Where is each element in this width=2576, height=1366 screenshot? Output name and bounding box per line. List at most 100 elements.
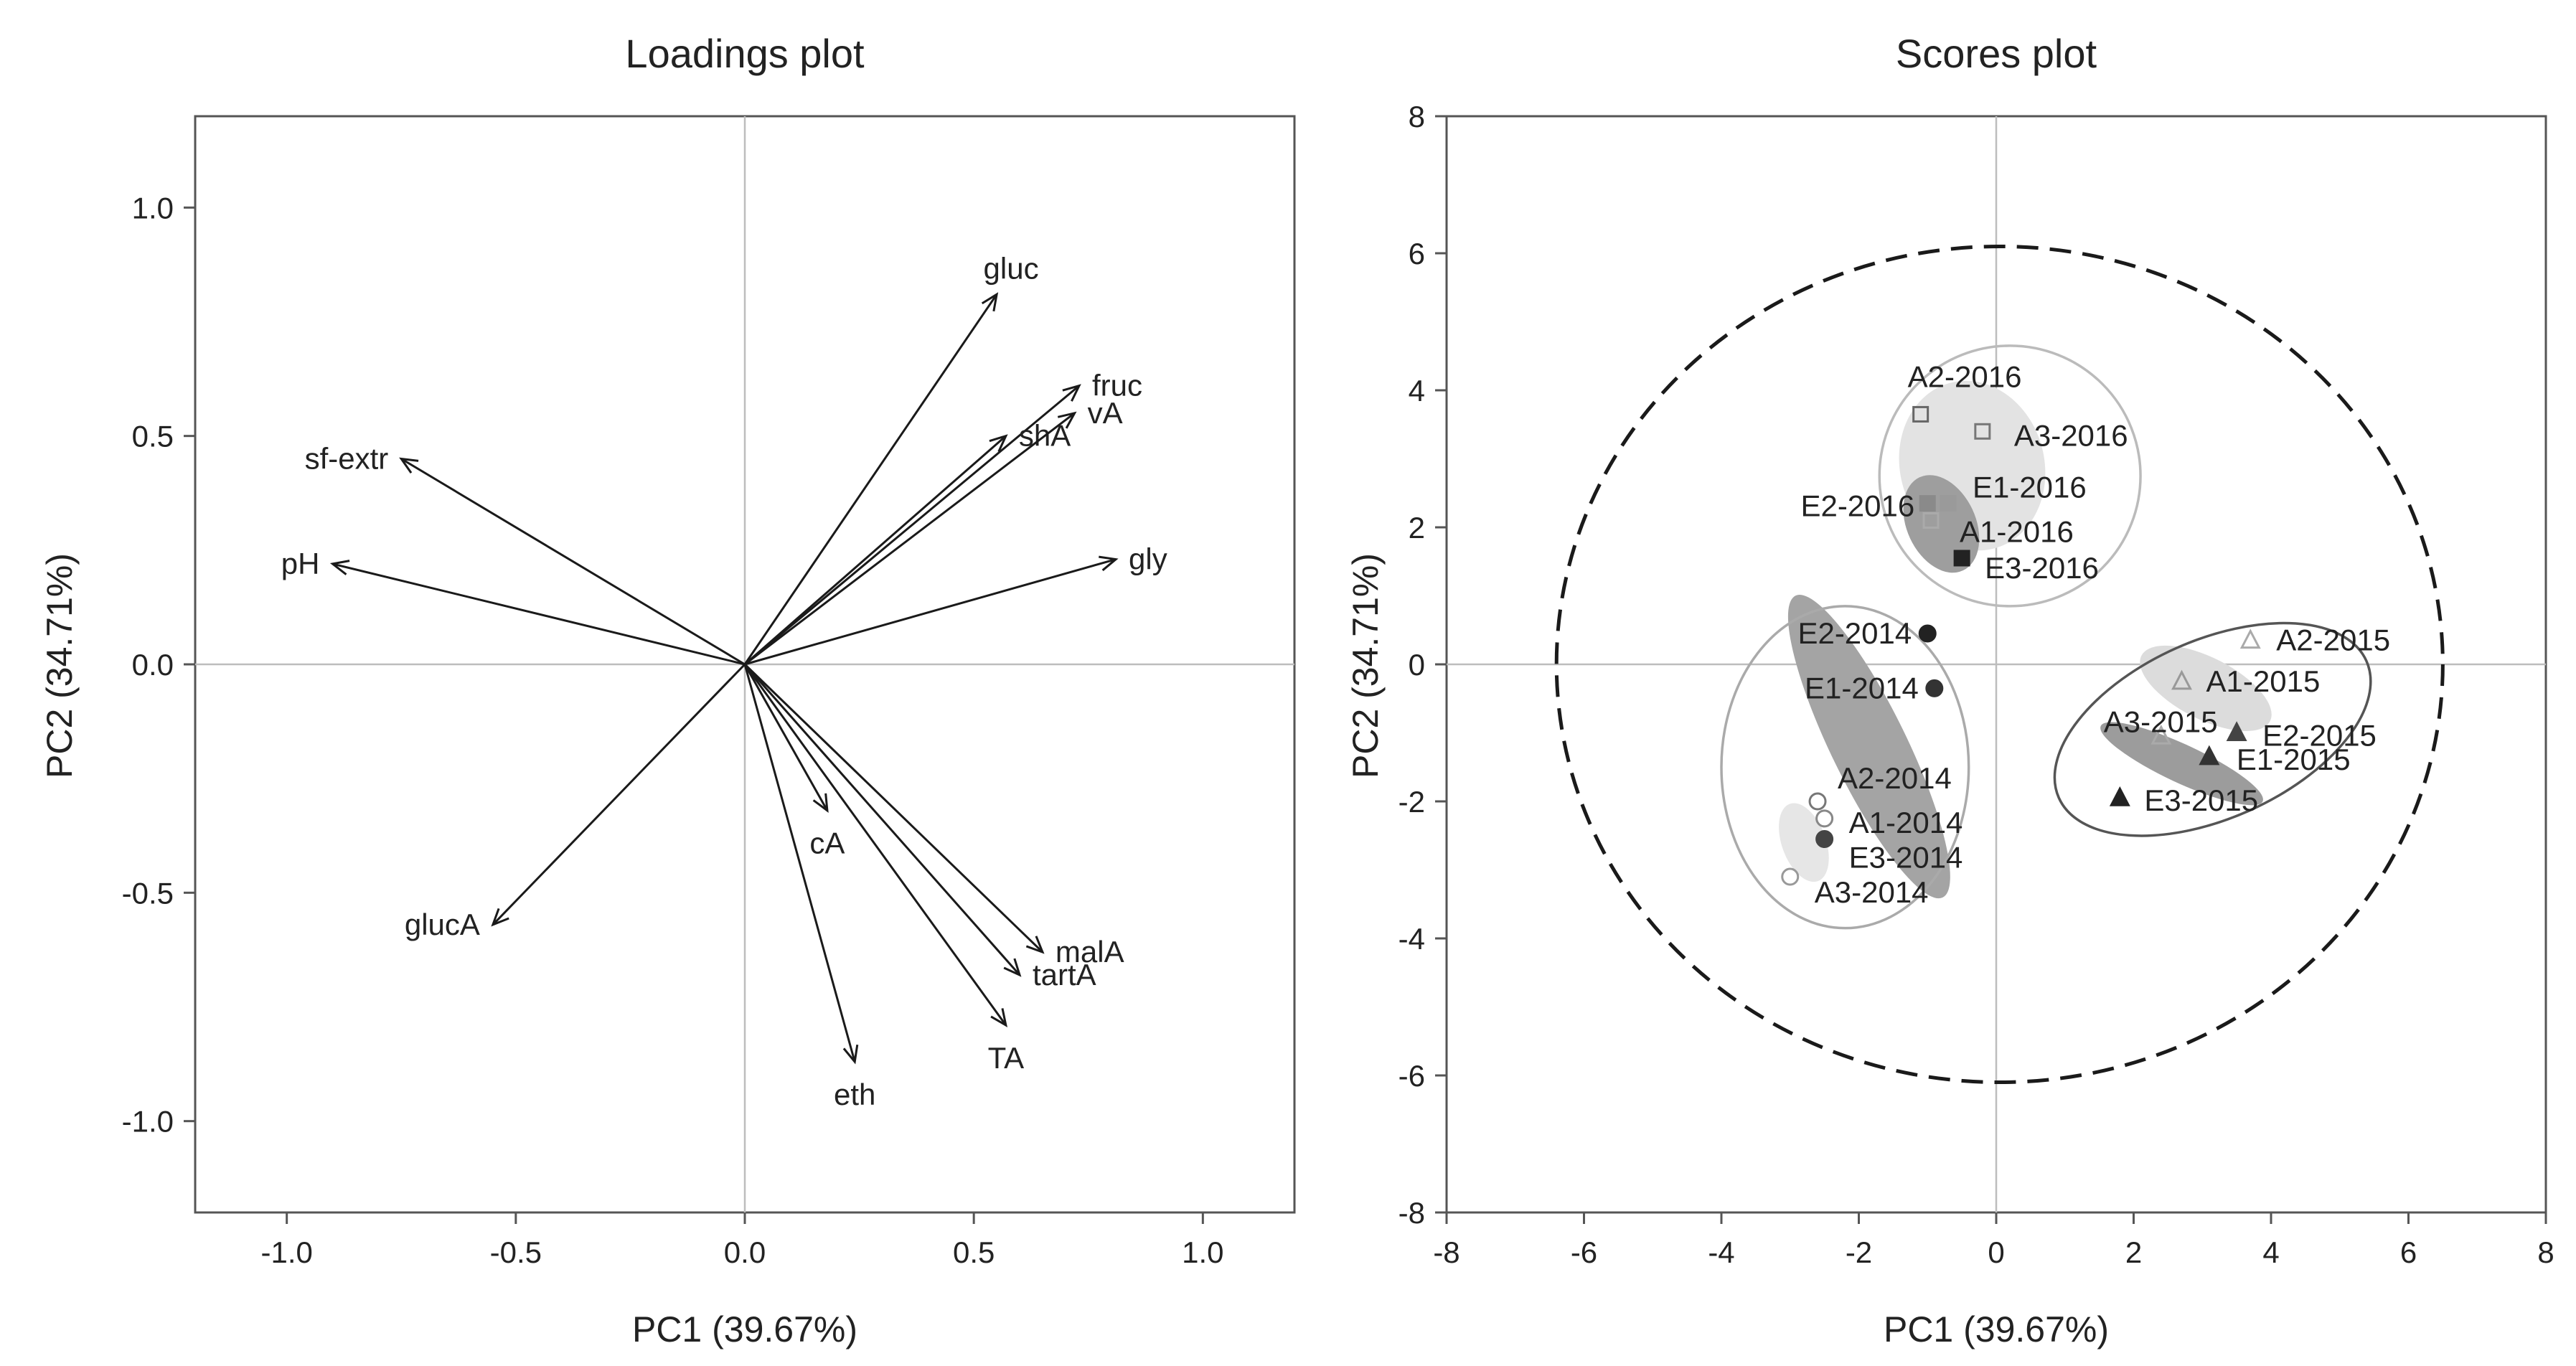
scores-title: Scores plot (1896, 31, 2097, 76)
vector-label-TA: TA (988, 1041, 1025, 1075)
vector-gluc-arrowhead (981, 292, 999, 312)
y-tick-label: -2 (1399, 785, 1425, 819)
x-tick-label: 2 (2125, 1235, 2142, 1269)
vector-eth-line (743, 664, 856, 1063)
marker-A1-2016 (1922, 512, 1940, 529)
x-tick-label: -2 (1846, 1235, 1872, 1269)
x-tick-label: -1.0 (260, 1235, 312, 1269)
marker-E2-2015 (2226, 721, 2247, 741)
marker-A2-2016 (1912, 405, 1929, 423)
x-tick-label: 8 (2537, 1235, 2554, 1269)
x-tick-label: -8 (1433, 1235, 1459, 1269)
group-2014-fill-0 (1787, 595, 1950, 899)
vector-cA: cA (743, 664, 845, 860)
y-tick-label: -0.5 (122, 876, 174, 910)
y-tick-label: 0.5 (132, 420, 174, 453)
marker-A3-2014 (1781, 867, 1800, 886)
vector-glucA: glucA (405, 663, 746, 941)
point-E2-2014: E2-2014 (1797, 616, 1937, 650)
point-label-A2-2016: A2-2016 (1908, 359, 2022, 393)
scores-x-ticks: -8 -6 -4 -2 0 2 4 6 8 (1433, 1212, 2554, 1269)
y-tick-label: 8 (1409, 100, 1425, 133)
point-label-A3-2016: A3-2016 (2014, 418, 2128, 452)
y-tick-label: 0.0 (132, 648, 174, 682)
vector-fruc-arrowhead (1062, 384, 1081, 402)
vector-eth: eth (743, 664, 875, 1111)
y-tick-label: -8 (1399, 1196, 1425, 1230)
vector-gly-line (744, 558, 1117, 666)
marker-A2-2014 (1808, 792, 1827, 811)
vector-malA-line (743, 663, 1043, 953)
marker-E2-2016 (1919, 495, 1936, 512)
point-E1-2016: E1-2016 (1940, 471, 2087, 512)
vector-label-gluc: gluc (984, 251, 1039, 285)
marker-E1-2015 (2199, 745, 2220, 766)
vector-sf-extr-arrowhead (399, 457, 419, 474)
vector-cA-line (743, 664, 829, 811)
x-tick-label: -4 (1708, 1235, 1734, 1269)
vector-sf-extr: sf-extr (305, 442, 746, 666)
point-E3-2016: E3-2016 (1953, 550, 2099, 585)
point-A1-2014: A1-2014 (1815, 806, 1962, 839)
group-2016-outline (1878, 344, 2142, 608)
vector-vA-arrowhead (1057, 411, 1077, 429)
vector-malA: malA (743, 663, 1124, 969)
vector-malA-arrowhead (1025, 936, 1045, 954)
vector-tartA-line (743, 664, 1021, 976)
vector-sf-extr-line (400, 458, 746, 666)
point-label-E1-2016: E1-2016 (1973, 471, 2087, 504)
vector-shA-line (744, 435, 1007, 666)
vector-cA-arrowhead (812, 793, 829, 813)
vector-label-fruc: fruc (1092, 369, 1142, 402)
vector-gluc: gluc (743, 251, 1039, 665)
point-label-A2-2014: A2-2014 (1838, 761, 1952, 795)
y-tick-label: 0 (1409, 648, 1425, 682)
vector-pH-line (332, 562, 746, 666)
scores-reference-lines (1447, 116, 2546, 1212)
point-A1-2016: A1-2016 (1922, 512, 2074, 548)
vector-fruc-line (744, 385, 1080, 666)
point-A3-2016: A3-2016 (1974, 418, 2128, 452)
marker-E3-2015 (2109, 786, 2130, 806)
vector-TA: TA (743, 664, 1025, 1075)
vector-glucA-arrowhead (491, 908, 509, 927)
scores-group-outlines (1720, 344, 2372, 930)
y-tick-label: -6 (1399, 1059, 1425, 1093)
point-E2-2015: E2-2015 (2226, 719, 2377, 753)
y-tick-label: 1.0 (132, 191, 174, 225)
group-2014-fill-1 (1779, 803, 1829, 882)
vector-tartA-arrowhead (1003, 958, 1022, 977)
point-label-A1-2016: A1-2016 (1960, 514, 2074, 548)
marker-E3-2014 (1815, 830, 1834, 849)
vector-label-sf-extr: sf-extr (305, 442, 389, 476)
vector-label-gly: gly (1129, 542, 1167, 576)
vector-label-malA: malA (1056, 935, 1124, 969)
point-A2-2014: A2-2014 (1808, 761, 1952, 811)
scores-y-axis-label: PC2 (34.71%) (1345, 553, 1386, 778)
x-tick-label: 0.0 (724, 1235, 766, 1269)
point-E3-2015: E3-2015 (2109, 783, 2258, 817)
vector-gluc-line (743, 293, 998, 665)
point-label-A3-2015: A3-2015 (2104, 705, 2218, 738)
point-label-E1-2014: E1-2014 (1805, 671, 1919, 705)
marker-A1-2015 (2171, 669, 2192, 690)
point-label-A2-2015: A2-2015 (2276, 623, 2390, 657)
marker-E1-2014 (1925, 679, 1944, 697)
point-label-E2-2014: E2-2014 (1797, 616, 1912, 650)
vector-TA-arrowhead (990, 1008, 1008, 1027)
vector-label-eth: eth (834, 1078, 875, 1111)
point-label-A1-2015: A1-2015 (2206, 664, 2321, 698)
point-A3-2015: A3-2015 (2104, 705, 2218, 745)
vector-tartA: tartA (743, 664, 1096, 991)
point-label-E1-2015: E1-2015 (2237, 743, 2351, 776)
point-A2-2015: A2-2015 (2239, 623, 2390, 657)
scores-points: A2-2016A3-2016E2-2016E1-2016A1-2016E3-20… (1781, 359, 2390, 909)
x-tick-label: 0.5 (953, 1235, 995, 1269)
vector-eth-arrowhead (842, 1044, 859, 1065)
point-E1-2015: E1-2015 (2199, 743, 2351, 776)
loadings-y-axis-label: PC2 (34.71%) (39, 553, 80, 778)
vector-shA-arrowhead (989, 434, 1008, 453)
x-tick-label: 1.0 (1182, 1235, 1223, 1269)
vector-glucA-line (492, 663, 746, 925)
